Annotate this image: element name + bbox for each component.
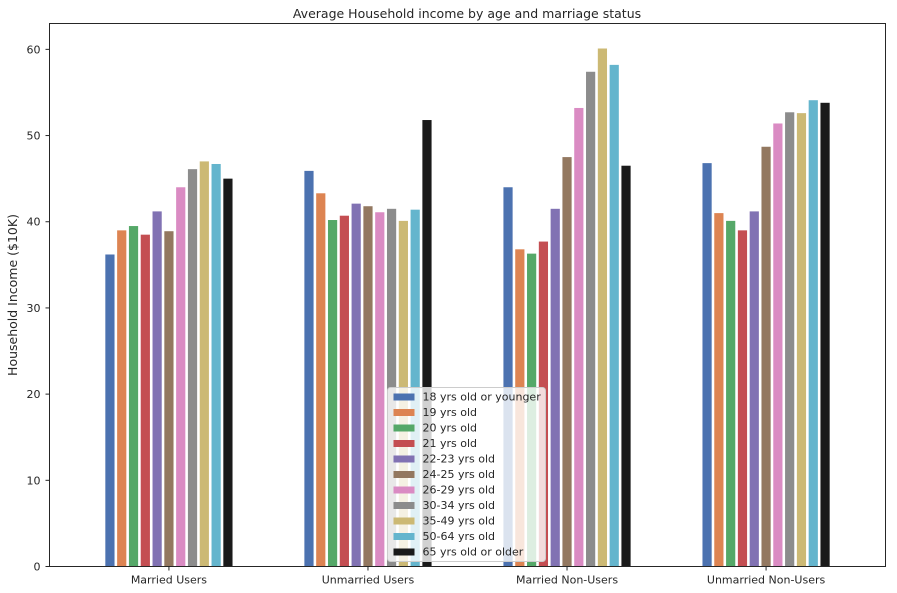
bar [773,123,783,567]
bar [176,187,186,567]
bar [339,215,349,567]
legend-swatch [393,486,415,494]
bar [140,234,150,567]
legend-label: 21 yrs old [423,437,478,450]
legend-label: 18 yrs old or younger [423,391,542,404]
bar [327,220,338,567]
bar [304,170,314,567]
legend-label: 22-23 yrs old [423,453,496,466]
x-tick-label: Unmarried Users [322,574,415,587]
bar [422,120,432,567]
bar [117,230,127,567]
y-tick-label: 20 [27,388,41,401]
legend-label: 20 yrs old [423,422,478,435]
legend-swatch [393,455,415,463]
x-ticks: Married Users Unmarried Users Married Non-… [131,566,826,587]
legend-label: 30-34 yrs old [423,499,496,512]
legend-frame [387,387,546,562]
bar [726,220,736,567]
y-tick-label: 50 [27,130,41,143]
bar [749,211,759,567]
legend-swatch [393,517,415,525]
bar [363,206,373,567]
bar [785,112,795,567]
bar [562,157,572,567]
bar [187,169,198,567]
y-tick-label: 40 [27,216,41,229]
plot-frame [49,23,886,567]
x-tick-label: Married Non-Users [516,574,618,587]
bar [621,165,631,567]
legend-swatch [393,471,415,478]
legend: 18 yrs old or younger 19 yrs old 20 yrs ol… [387,387,546,562]
bar [152,211,162,567]
x-tick-label: Married Users [131,574,207,587]
legend-swatch [393,548,415,556]
legend-swatch [393,440,415,447]
y-tick-label: 10 [27,474,41,487]
legend-label: 24-25 yrs old [423,468,496,481]
bar [574,107,584,567]
y-ticks: 0 10 20 30 40 50 60 [27,43,50,574]
bar [820,102,830,567]
bar [796,113,807,567]
y-tick-label: 0 [34,561,41,574]
y-tick-label: 60 [27,43,41,56]
legend-swatch [393,393,415,401]
chart-title: Average Household income by age and marr… [293,6,641,21]
bar [597,48,608,567]
bar [550,208,560,567]
bar [351,203,361,567]
legend-label: 65 yrs old or older [423,546,524,559]
bar [128,226,139,567]
legend-swatch [393,502,415,509]
bar [808,100,818,567]
bar [714,213,724,567]
y-axis-label: Household Income ($10K) [5,214,20,376]
bar [211,163,221,567]
bar [609,64,619,567]
bar [375,212,385,567]
y-tick-label: 30 [27,302,41,315]
bar [503,187,513,567]
legend-label: 19 yrs old [423,406,478,419]
bar [702,163,712,567]
bar [164,231,174,567]
bar [737,230,748,567]
legend-label: 35-49 yrs old [423,515,496,528]
bars-group [105,48,830,567]
legend-swatch [393,409,415,416]
bar [105,254,115,567]
legend-label: 26-29 yrs old [423,484,496,497]
x-tick-label: Unmarried Non-Users [707,574,826,587]
bar [586,71,596,567]
legend-swatch [393,424,415,432]
bar [316,193,326,567]
bar [761,146,771,567]
legend-label: 50-64 yrs old [423,530,496,543]
bar [223,178,233,567]
legend-swatch [393,533,415,540]
bar [199,161,209,567]
